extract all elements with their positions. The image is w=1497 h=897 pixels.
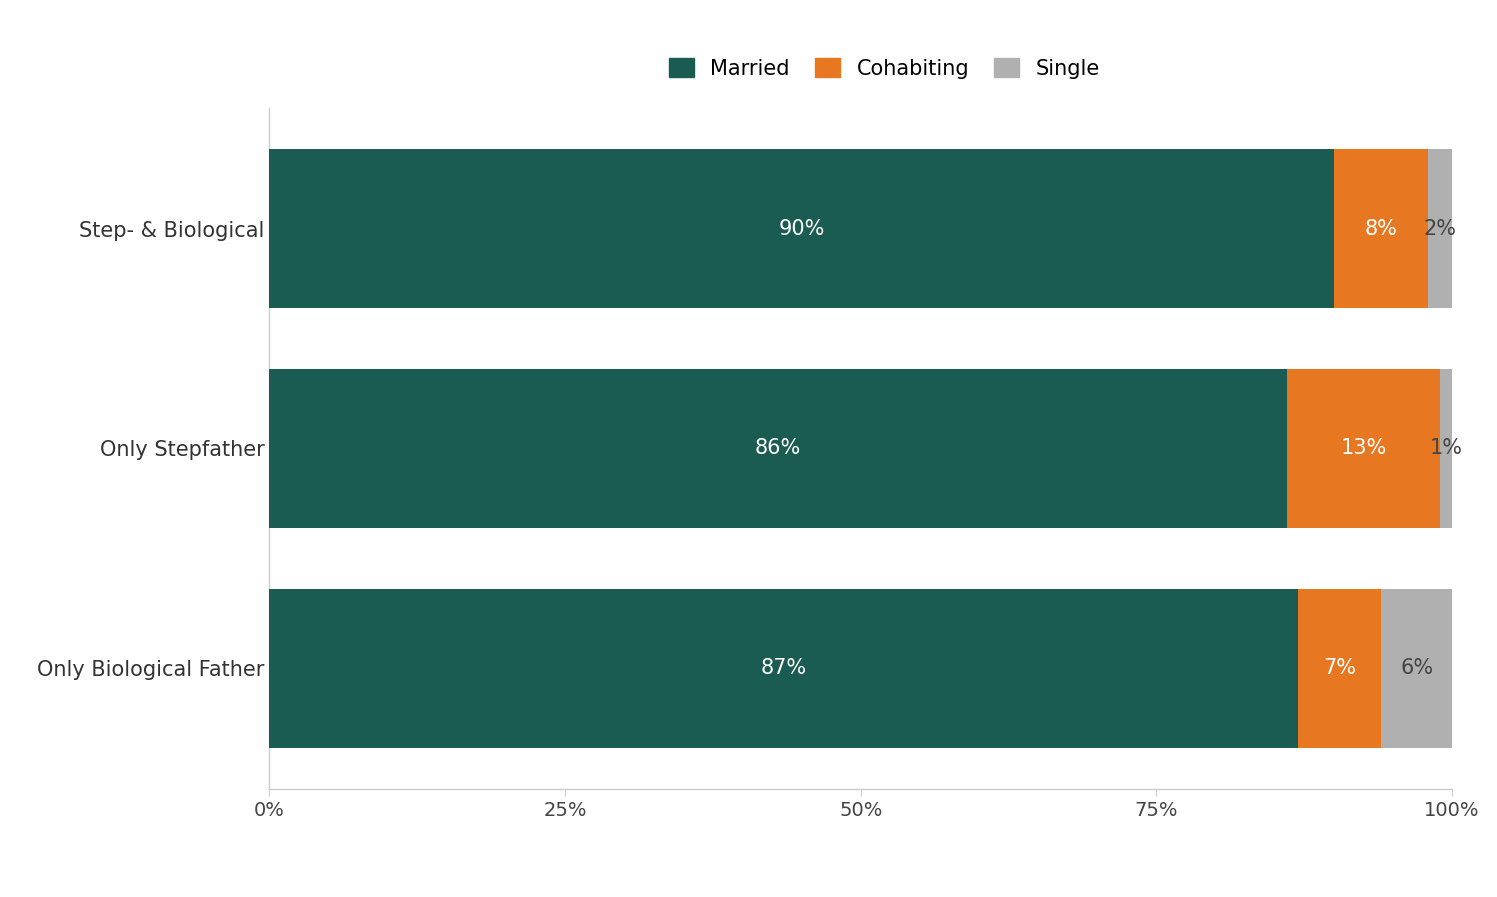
Bar: [1298, 589, 1382, 747]
Bar: [1286, 370, 1440, 527]
Text: 90%: 90%: [778, 219, 825, 239]
Bar: [269, 150, 1334, 308]
Legend: Married, Cohabiting, Single: Married, Cohabiting, Single: [660, 50, 1108, 87]
Text: 87%: 87%: [760, 658, 807, 678]
Text: 6%: 6%: [1400, 658, 1433, 678]
Bar: [1440, 370, 1452, 527]
Bar: [269, 370, 1286, 527]
Text: 7%: 7%: [1323, 658, 1356, 678]
Bar: [1334, 150, 1428, 308]
Text: 8%: 8%: [1365, 219, 1398, 239]
Text: 2%: 2%: [1424, 219, 1457, 239]
Text: 86%: 86%: [754, 439, 801, 458]
Bar: [1428, 150, 1452, 308]
Text: 1%: 1%: [1430, 439, 1463, 458]
Bar: [1382, 589, 1452, 747]
Text: 13%: 13%: [1340, 439, 1386, 458]
Bar: [269, 589, 1298, 747]
